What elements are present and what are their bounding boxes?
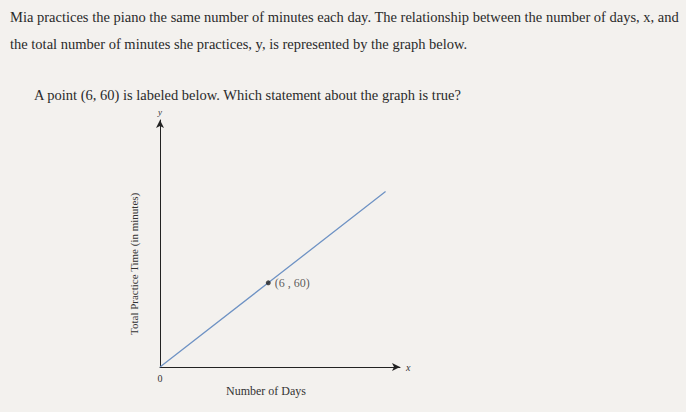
svg-text:y: y [157, 107, 162, 117]
svg-text:x: x [405, 362, 411, 373]
svg-text:(6 , 60): (6 , 60) [275, 276, 310, 290]
html-text:A point (6, 60) is labeled bel: A point (6, 60) is labeled below. Which … [34, 87, 461, 103]
svg-text:Number of Days: Number of Days [226, 384, 306, 398]
html-text:Mia practices the piano the sa: Mia practices the piano the same number … [10, 9, 679, 52]
svg-text:Total Practice Time (in minute: Total Practice Time (in minutes) [128, 192, 141, 335]
svg-text:0: 0 [158, 373, 163, 384]
